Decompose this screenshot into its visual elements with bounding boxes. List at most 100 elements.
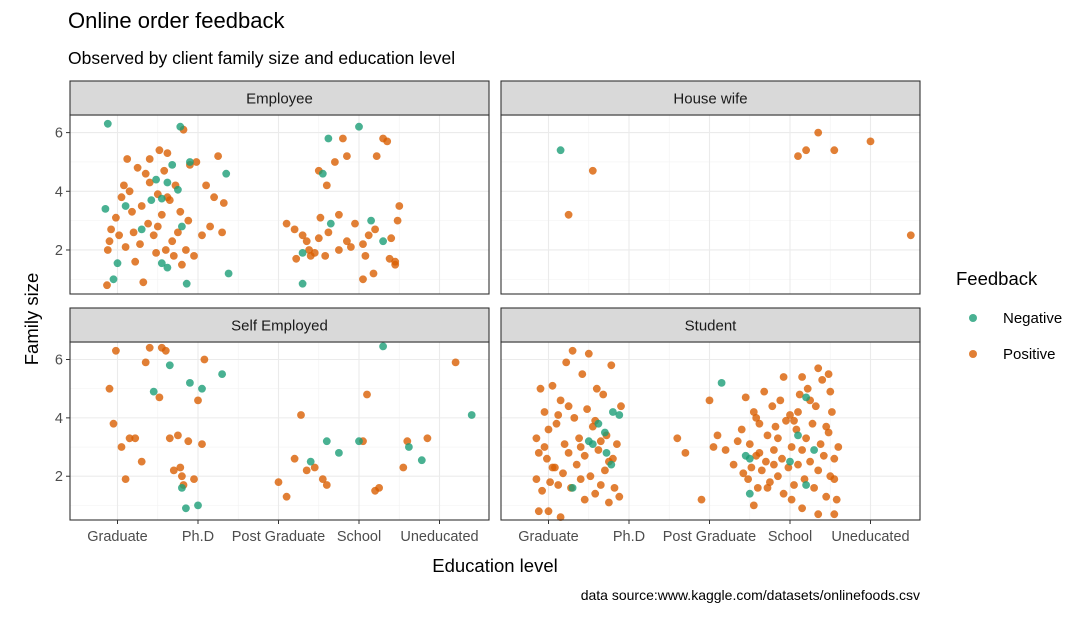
point-positive [536, 384, 545, 393]
y-axis-title: Family size [21, 273, 42, 366]
point-positive [109, 419, 118, 428]
point-negative [103, 119, 112, 128]
point-positive [534, 507, 543, 516]
legend-label-positive: Positive [1003, 346, 1056, 363]
point-negative [186, 379, 194, 387]
point-positive [760, 387, 769, 396]
point-positive [544, 507, 553, 516]
point-positive [705, 396, 714, 405]
point-positive [292, 254, 301, 263]
legend-key-negative [969, 314, 977, 322]
facet-panels: Employee 2 4 6 House wife Self Employed 2 4 6 Gra… [55, 80, 921, 545]
point-negative [324, 134, 333, 143]
point-positive [145, 343, 154, 352]
point-positive [324, 228, 333, 237]
point-positive [818, 376, 827, 384]
point-positive [331, 158, 339, 166]
point-positive [596, 481, 605, 489]
point-negative [594, 419, 603, 428]
point-positive [576, 475, 585, 483]
point-positive [532, 475, 541, 483]
point-positive [155, 393, 164, 402]
point-negative [335, 449, 343, 457]
point-positive [762, 457, 770, 466]
point-positive [174, 228, 182, 237]
point-positive [721, 446, 730, 454]
point-positive [540, 408, 549, 416]
point-negative [152, 175, 161, 184]
facet-strip-label: House wife [673, 91, 747, 108]
point-positive [200, 355, 209, 364]
point-positive [709, 443, 718, 451]
point-positive [194, 396, 202, 405]
point-positive [206, 222, 215, 231]
point-negative [182, 504, 190, 513]
point-positive [747, 463, 756, 472]
point-positive [808, 419, 817, 428]
point-positive [576, 443, 585, 451]
point-positive [290, 225, 299, 234]
point-positive [749, 408, 758, 416]
x-axis-title: Education level [432, 555, 557, 576]
point-positive [794, 460, 802, 469]
point-positive [599, 390, 608, 399]
facet-panel-house-wife: House wife [500, 80, 921, 295]
point-positive [423, 434, 432, 443]
point-positive [290, 454, 299, 463]
point-positive [117, 193, 126, 202]
point-negative [717, 379, 726, 387]
point-positive [834, 443, 843, 451]
point-positive [562, 358, 571, 367]
point-positive [822, 492, 831, 501]
point-negative [467, 411, 476, 419]
point-positive [564, 449, 573, 457]
point-positive [302, 237, 311, 246]
point-positive [190, 475, 198, 483]
y-tick-label: 4 [55, 184, 63, 200]
point-positive [103, 281, 111, 290]
point-positive [144, 219, 153, 228]
point-positive [753, 484, 762, 492]
point-positive [755, 449, 764, 457]
point-positive [335, 210, 343, 219]
point-positive [790, 481, 798, 489]
point-negative [157, 194, 166, 203]
point-positive [318, 475, 327, 483]
point-negative [802, 393, 810, 402]
point-positive [145, 155, 154, 163]
point-positive [681, 449, 690, 457]
point-negative [786, 457, 794, 466]
point-positive [737, 425, 746, 434]
point-negative [163, 263, 172, 272]
point-positive [613, 440, 621, 448]
point-positive [321, 252, 330, 260]
point-positive [776, 396, 785, 405]
facet-strip [69, 307, 490, 343]
panel-background [501, 342, 920, 520]
legend-key-positive [969, 350, 977, 358]
point-negative [810, 446, 818, 454]
point-positive [322, 481, 331, 489]
point-negative [745, 489, 754, 498]
point-positive [125, 434, 134, 443]
point-positive [105, 237, 114, 246]
point-positive [141, 358, 150, 367]
point-positive [306, 252, 315, 260]
point-positive [866, 137, 875, 146]
point-positive [178, 472, 186, 481]
point-negative [101, 205, 110, 213]
point-positive [798, 504, 806, 513]
point-negative [163, 178, 172, 187]
point-positive [814, 466, 823, 475]
y-tick-label: 6 [55, 353, 63, 369]
point-positive [559, 469, 567, 478]
point-negative [218, 370, 227, 378]
point-positive [605, 498, 613, 507]
y-tick-label: 2 [55, 243, 63, 259]
point-positive [564, 402, 573, 411]
point-positive [218, 228, 227, 237]
point-negative [165, 361, 174, 370]
point-positive [826, 387, 835, 396]
point-negative [178, 222, 186, 231]
point-positive [830, 475, 839, 483]
